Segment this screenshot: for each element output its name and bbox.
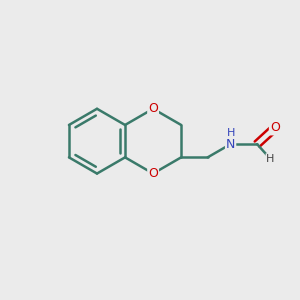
Text: H: H [226, 128, 235, 138]
Text: H: H [266, 154, 275, 164]
Text: O: O [148, 102, 158, 115]
Text: O: O [148, 167, 158, 180]
Text: N: N [226, 138, 235, 151]
Text: O: O [270, 122, 280, 134]
